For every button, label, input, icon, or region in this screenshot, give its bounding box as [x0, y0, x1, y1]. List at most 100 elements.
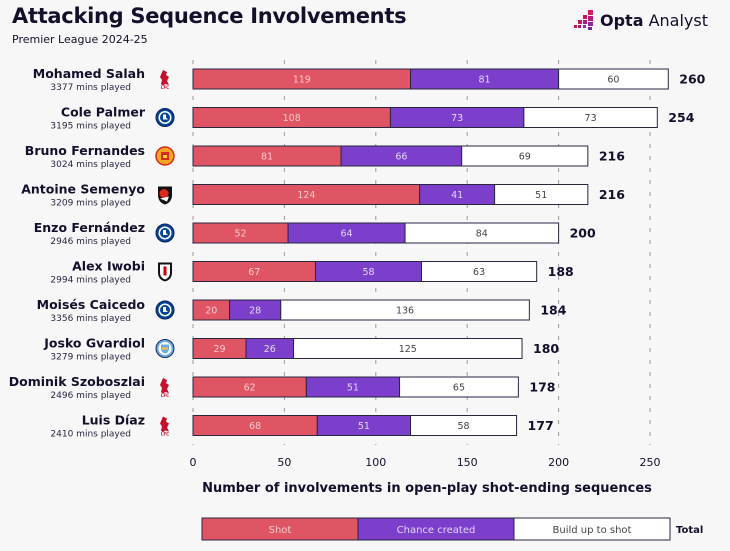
- total-value: 260: [679, 72, 705, 87]
- liverpool-badge-icon: LFC: [160, 416, 169, 437]
- chelsea-badge-icon: [155, 223, 175, 243]
- chance-created-segment-label: 73: [451, 113, 463, 124]
- badge-devil: [163, 155, 167, 158]
- chance-created-segment-label: 58: [362, 267, 374, 278]
- chance-created-segment-label: 51: [358, 421, 370, 432]
- build-up-segment: [293, 338, 523, 359]
- player-row: Bruno Fernandes 3024 mins played 81 66 69 216: [25, 143, 625, 170]
- shot-segment-label: 20: [205, 306, 217, 317]
- x-tick-label: 150: [457, 456, 478, 469]
- x-tick-label: 0: [190, 456, 197, 469]
- shot-segment-label: 52: [234, 229, 246, 240]
- lion-shape: [163, 230, 168, 235]
- liver-bird-shape: [160, 416, 169, 433]
- chance-created-segment-label: 51: [347, 383, 359, 394]
- legend-total-label: Total: [676, 525, 703, 536]
- minutes-played: 2946 mins played: [50, 237, 131, 247]
- player-row: Cole Palmer 3195 mins played 108 73 73 254: [50, 105, 694, 132]
- x-tick-label: 50: [277, 456, 291, 469]
- shot-segment-label: 67: [248, 267, 260, 278]
- chart-subtitle: Premier League 2024-25: [12, 33, 148, 46]
- build-up-segment: [523, 107, 658, 128]
- x-tick-label: 200: [548, 456, 569, 469]
- minutes-played: 2496 mins played: [50, 391, 131, 401]
- fulham-badge: [158, 262, 172, 282]
- minutes-played: 2410 mins played: [50, 430, 131, 440]
- bournemouth-badge: [158, 186, 172, 205]
- lion-shape: [163, 307, 168, 312]
- lfc-text: LFC: [161, 432, 169, 437]
- badge-head: [159, 189, 169, 198]
- player-rows: Mohamed Salah 3377 mins played LFC 119 81 60 2…: [9, 66, 706, 440]
- build-up-segment: [494, 184, 589, 205]
- badge-stripe: [160, 196, 169, 202]
- legend: Shot Chance created Build up to shot Total: [201, 517, 703, 541]
- build-up-segment-label: 69: [519, 152, 531, 163]
- lion-shape: [163, 114, 168, 120]
- lfc-text: LFC: [161, 393, 169, 398]
- player-row: Dominik Szoboszlai 2496 mins played LFC 62 5…: [9, 374, 556, 401]
- player-name: Mohamed Salah: [33, 66, 145, 81]
- grid-lines: [192, 60, 651, 445]
- minutes-played: 3024 mins played: [50, 160, 131, 170]
- build-up-segment: [558, 68, 669, 90]
- badge-cross: [163, 266, 167, 276]
- total-value: 184: [540, 303, 566, 318]
- x-axis-label: Number of involvements in open-play shot…: [202, 481, 652, 496]
- shot-segment-label: 68: [249, 421, 261, 432]
- player-name: Josko Gvardiol: [43, 336, 145, 351]
- opta-logo-icon: [574, 10, 593, 30]
- chart-title: Attacking Sequence Involvements: [12, 4, 407, 28]
- man-city-badge-icon: [155, 339, 175, 358]
- minutes-played: 3209 mins played: [50, 199, 131, 209]
- player-name: Moisés Caicedo: [37, 297, 146, 312]
- man-city-badge: [155, 339, 175, 358]
- chelsea-badge-icon: [155, 108, 175, 127]
- fulham-badge-icon: [158, 262, 172, 282]
- x-tick-label: 250: [640, 456, 661, 469]
- lfc-text: LFC: [161, 85, 169, 90]
- shot-segment-label: 119: [293, 75, 311, 86]
- build-up-segment-label: 136: [396, 306, 414, 317]
- build-up-segment: [410, 415, 518, 436]
- shot-segment-label: 81: [261, 152, 273, 163]
- x-tick-label: 100: [365, 456, 386, 469]
- minutes-played: 3279 mins played: [50, 353, 131, 363]
- player-row: Josko Gvardiol 3279 mins played 29 26 125 180: [43, 336, 559, 363]
- player-row: Enzo Fernández 2946 mins played 52 64 84 200: [34, 220, 596, 247]
- brand-bold: Opta: [600, 10, 644, 30]
- liverpool-badge: LFC: [160, 70, 169, 90]
- player-name: Cole Palmer: [61, 105, 146, 120]
- total-value: 177: [528, 418, 554, 433]
- total-value: 254: [668, 110, 694, 125]
- build-up-segment-label: 125: [399, 344, 417, 355]
- liverpool-badge-icon: LFC: [160, 378, 169, 398]
- shot-segment-label: 108: [283, 113, 301, 124]
- liverpool-badge-icon: LFC: [160, 70, 169, 90]
- player-row: Moisés Caicedo 3356 mins played 20 28 136 184: [37, 297, 567, 324]
- build-up-segment: [404, 222, 560, 244]
- shot-segment-label: 29: [213, 344, 225, 355]
- player-name: Antoine Semenyo: [21, 182, 145, 197]
- bournemouth-badge-icon: [158, 186, 172, 205]
- legend-label: Chance created: [397, 525, 476, 536]
- minutes-played: 3377 mins played: [50, 83, 131, 93]
- liverpool-badge: LFC: [160, 378, 169, 398]
- player-name: Alex Iwobi: [72, 259, 145, 274]
- brand-regular: Analyst: [648, 10, 709, 30]
- total-value: 200: [570, 226, 596, 241]
- chelsea-badge-icon: [155, 300, 175, 320]
- chance-created-segment-label: 81: [479, 75, 491, 86]
- player-name: Enzo Fernández: [34, 220, 145, 235]
- build-up-segment-label: 60: [607, 75, 619, 86]
- legend-label: Shot: [269, 525, 292, 536]
- build-up-segment-label: 65: [453, 383, 465, 394]
- build-up-segment: [421, 261, 538, 282]
- player-name: Dominik Szoboszlai: [9, 374, 145, 389]
- liver-bird-shape: [160, 70, 169, 86]
- chelsea-badge: [155, 108, 175, 127]
- total-value: 216: [599, 149, 625, 164]
- build-up-segment-label: 84: [476, 229, 488, 240]
- build-up-segment: [280, 299, 530, 321]
